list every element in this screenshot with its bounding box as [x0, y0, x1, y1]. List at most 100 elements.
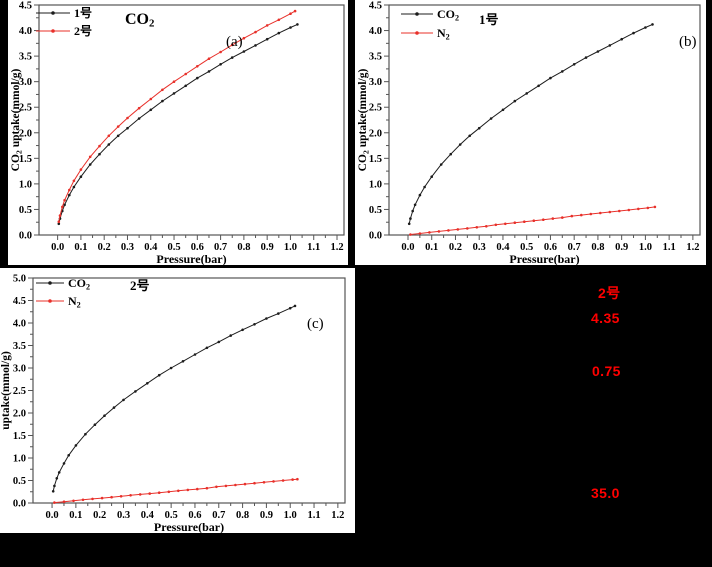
x-tick-label: 0.5 [167, 242, 180, 253]
chart-a-svg: 0.0 0.1 0.2 0.3 0.4 0.5 0.6 0.7 0.8 0.9 1.0 1.1 1.20… [10, 1, 345, 265]
x-tick-label: 0.3 [473, 242, 486, 253]
x-tick-label: 0.4 [144, 242, 158, 253]
x-tick-label: 0.8 [591, 242, 604, 253]
x-tick-label: 0.8 [237, 242, 250, 253]
y-tick-label: 4.5 [13, 296, 26, 307]
y-tick-label: 1.0 [19, 179, 32, 190]
legend-label-CO2: CO2 [68, 276, 90, 292]
chart-panel-b: 0.0 0.1 0.2 0.3 0.4 0.5 0.6 0.7 0.8 0.9 1.0 1.1 1.2 0… [355, 0, 706, 265]
y-tick-label: 4.5 [369, 1, 382, 12]
y-tick-label: 2.5 [13, 386, 26, 397]
x-tick-label: 0.2 [449, 242, 462, 253]
red-value-selectivity: 35.0 [591, 485, 620, 501]
y-tick-label: 3.5 [13, 341, 26, 352]
plot-frame-c [32, 277, 346, 504]
x-tick-label: 0.9 [615, 242, 628, 253]
y-axis-b: 0.0 0.5 1.0 1.5 2.0 2.5 3.0 3.5 4.0 4.5 [369, 1, 389, 242]
x-tick-label: 1.1 [307, 510, 320, 521]
legend-label-2号: 2号 [74, 23, 92, 38]
y-tick-label: 2.5 [19, 103, 32, 114]
series-c-CO2 [51, 304, 297, 493]
x-axis-title: Pressure(bar) [154, 520, 224, 533]
y-tick-label: 1.5 [13, 431, 26, 442]
y-tick-label: 0.5 [369, 205, 382, 216]
y-tick-label: 3.0 [19, 77, 32, 88]
x-tick-label: 0.0 [51, 242, 64, 253]
y-tick-label: 1.5 [369, 154, 382, 165]
x-tick-label: 0.2 [93, 510, 106, 521]
y-tick-label: 3.5 [19, 52, 32, 63]
x-tick-label: 0.6 [191, 242, 204, 253]
chart-b-svg: 0.0 0.1 0.2 0.3 0.4 0.5 0.6 0.7 0.8 0.9 1.0 1.1 1.20… [357, 1, 701, 265]
x-tick-label: 1.1 [663, 242, 676, 253]
chart-panel-a: 0.0 0.1 0.2 0.3 0.4 0.5 0.6 0.7 0.8 0.9 1.0 1.1 1.2 0… [8, 0, 348, 265]
legend-label-1号: 1号 [74, 5, 92, 20]
x-tick-label: 0.0 [45, 510, 58, 521]
x-tick-label: 1.2 [330, 242, 343, 253]
series-b-N2 [409, 205, 657, 236]
x-tick-label: 0.9 [260, 510, 273, 521]
y-tick-label: 4.0 [19, 26, 32, 37]
y-tick-label: 2.5 [369, 103, 382, 114]
y-axis-a: 0.0 0.5 1.0 1.5 2.0 2.5 3.0 3.5 4.0 4.5 [19, 1, 39, 242]
legend-label-CO2: CO2 [437, 7, 459, 23]
y-tick-label: 2.0 [19, 128, 32, 139]
red-value-n2-uptake: 0.75 [592, 363, 621, 379]
y-axis-c: 0.0 0.5 1.0 1.5 2.0 2.5 3.0 3.5 4.0 4.5 5.0 [13, 274, 33, 510]
x-tick-label: 0.1 [69, 510, 82, 521]
series-a-2号 [57, 9, 297, 223]
y-tick-label: 3.5 [369, 52, 382, 63]
red-value-co2-uptake: 4.35 [591, 310, 620, 326]
y-axis-title: CO2 uptake(mmol/g) [10, 69, 24, 172]
y-tick-label: 2.0 [369, 128, 382, 139]
series-a-1号 [57, 23, 299, 226]
red-value-sample-label: 2号 [598, 285, 621, 301]
x-tick-label: 0.3 [117, 510, 130, 521]
x-tick-label: 0.0 [401, 242, 414, 253]
sample-label-c: 2号 [130, 278, 150, 293]
x-tick-label: 1.2 [331, 510, 344, 521]
chart-title-a: CO2 [125, 11, 154, 30]
x-tick-label: 0.2 [98, 242, 111, 253]
x-tick-label: 0.9 [261, 242, 274, 253]
y-tick-label: 3.0 [13, 364, 26, 375]
x-tick-label: 0.6 [188, 510, 201, 521]
x-tick-label: 0.1 [425, 242, 438, 253]
x-tick-label: 0.6 [544, 242, 557, 253]
x-tick-label: 0.4 [141, 510, 155, 521]
x-tick-label: 0.7 [214, 242, 227, 253]
x-axis-b: 0.0 0.1 0.2 0.3 0.4 0.5 0.6 0.7 0.8 0.9 1.0 1.1 1.2 [401, 235, 699, 253]
plot-frame-b [388, 4, 701, 236]
x-tick-label: 0.7 [212, 510, 225, 521]
sample-label-b: 1号 [479, 12, 499, 27]
legend-label-N2: N2 [437, 26, 450, 42]
y-tick-label: 0.0 [19, 231, 32, 242]
x-axis-title: Pressure(bar) [156, 252, 226, 265]
x-tick-label: 0.5 [520, 242, 533, 253]
x-tick-label: 1.0 [284, 242, 297, 253]
y-axis-title: uptake(mmol/g) [0, 351, 12, 430]
y-tick-label: 1.0 [13, 454, 26, 465]
legend-label-N2: N2 [68, 294, 81, 310]
y-axis-title: CO2 uptake(mmol/g) [357, 69, 371, 172]
chart-panel-c: 0.0 0.1 0.2 0.3 0.4 0.5 0.6 0.7 0.8 0.9 1.0 1.1 1.2 0… [0, 268, 355, 533]
x-tick-label: 0.8 [236, 510, 249, 521]
series-c-N2 [53, 477, 299, 504]
y-tick-label: 0.5 [19, 205, 32, 216]
x-tick-label: 0.7 [568, 242, 581, 253]
x-tick-label: 0.4 [496, 242, 510, 253]
x-tick-label: 1.1 [307, 242, 320, 253]
chart-c-svg: 0.0 0.1 0.2 0.3 0.4 0.5 0.6 0.7 0.8 0.9 1.0 1.1 1.20… [0, 274, 346, 533]
x-tick-label: 1.0 [639, 242, 652, 253]
y-tick-label: 4.0 [369, 26, 382, 37]
panel-label-b: (b) [679, 34, 697, 50]
plot-frame-a [38, 4, 345, 236]
panel-label-a: (a) [226, 34, 243, 50]
y-tick-label: 0.0 [13, 499, 26, 510]
series-b-CO2 [407, 23, 654, 226]
y-tick-label: 3.0 [369, 77, 382, 88]
